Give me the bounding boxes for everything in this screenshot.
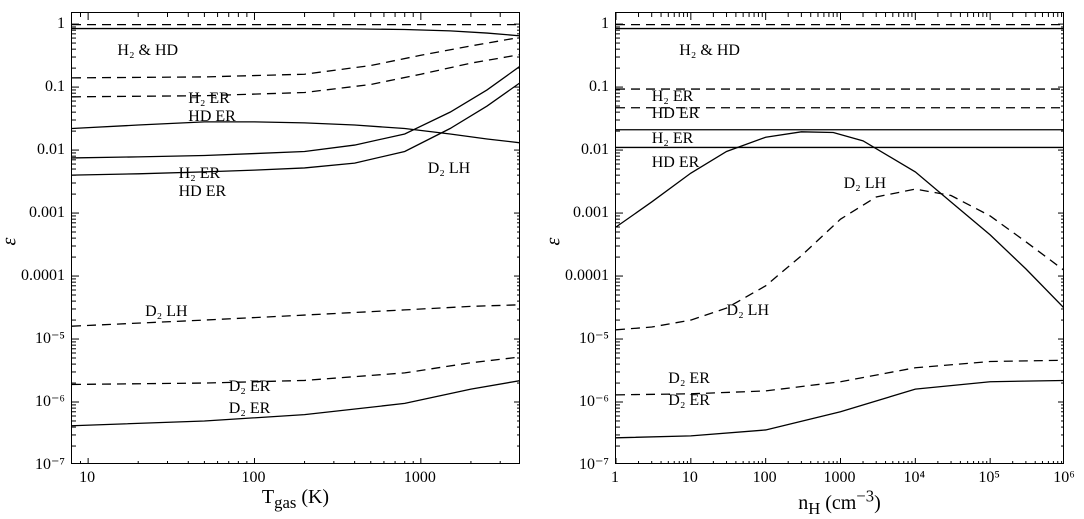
ytick-label: 10⁻⁶ bbox=[579, 393, 609, 410]
series-D2LH_dash_bell bbox=[616, 189, 1064, 330]
ytick-label: 0.001 bbox=[29, 204, 65, 221]
curve-label: HD ER bbox=[652, 154, 700, 171]
curve-label: H₂ ER bbox=[652, 130, 694, 147]
series-D2ER_solid bbox=[616, 380, 1064, 437]
ytick-label: 10⁻⁵ bbox=[579, 330, 609, 347]
left-xlabel: Tgas (K) bbox=[71, 486, 520, 513]
xtick-label: 1000 bbox=[824, 469, 856, 486]
curve-label: H₂ ER bbox=[179, 165, 221, 182]
left-ylabel: ε bbox=[0, 238, 21, 246]
curve-label: HD ER bbox=[188, 108, 236, 125]
xtick-label: 100 bbox=[241, 469, 265, 486]
xtick-label: 1 bbox=[611, 469, 619, 486]
curve-label: D₂ ER bbox=[668, 370, 710, 387]
ytick-label: 0.01 bbox=[581, 141, 609, 158]
curve-label: H₂ ER bbox=[188, 90, 230, 107]
ytick-label: 0.001 bbox=[573, 204, 609, 221]
right-xlabel-text: nH (cm−3) bbox=[798, 492, 881, 514]
ytick-label: 10⁻⁷ bbox=[579, 456, 609, 473]
xtick-label: 100 bbox=[753, 469, 777, 486]
curve-label: D₂ LH bbox=[145, 303, 188, 320]
right-plot-area: H₂ & HDH₂ ERHD ERH₂ ERHD ERD₂ LHD₂ LHD₂ … bbox=[615, 12, 1064, 464]
curve-label: H₂ & HD bbox=[679, 42, 740, 59]
series-H2HD_top_solid bbox=[72, 29, 520, 36]
ytick-label: 10⁻⁵ bbox=[35, 330, 65, 347]
curve-label: H₂ ER bbox=[652, 88, 694, 105]
curve-label: D₂ LH bbox=[844, 175, 887, 192]
xtick-label: 10 bbox=[79, 469, 95, 486]
ytick-label: 10⁻⁶ bbox=[35, 393, 65, 410]
curve-label: HD ER bbox=[179, 183, 227, 200]
xtick-label: 10⁵ bbox=[978, 469, 1000, 486]
series-D2ER_dash bbox=[72, 357, 520, 385]
xtick-label: 1000 bbox=[404, 469, 436, 486]
series-D2LH_dash bbox=[72, 305, 520, 326]
curve-label: D₂ ER bbox=[229, 400, 271, 417]
curve-label: HD ER bbox=[652, 105, 700, 122]
right-ylabel: ε bbox=[542, 238, 565, 246]
xtick-label: 10⁶ bbox=[1053, 469, 1075, 486]
xtick-label: 10⁴ bbox=[904, 469, 926, 486]
series-D2ER_solid bbox=[72, 380, 520, 425]
ytick-label: 0.0001 bbox=[21, 267, 65, 284]
ytick-label: 0.0001 bbox=[565, 267, 609, 284]
xtick-label: 10 bbox=[682, 469, 698, 486]
left-plot-area: H₂ & HDH₂ ERHD ERH₂ ERHD ERD₂ LHD₂ LHD₂ … bbox=[71, 12, 520, 464]
ytick-label: 0.1 bbox=[589, 78, 609, 95]
left-xlabel-text: Tgas (K) bbox=[262, 486, 329, 508]
series-solid_022 bbox=[72, 122, 520, 143]
series-HDER_dash bbox=[72, 54, 520, 96]
curve-label: D₂ ER bbox=[668, 392, 710, 409]
ytick-label: 0.01 bbox=[37, 141, 65, 158]
curve-label: H₂ & HD bbox=[117, 42, 178, 59]
ytick-label: 1 bbox=[601, 15, 609, 32]
ytick-label: 10⁻⁷ bbox=[35, 456, 65, 473]
series-H2ER_solid bbox=[72, 66, 520, 158]
ytick-label: 0.1 bbox=[45, 78, 65, 95]
curve-label: D₂ LH bbox=[727, 302, 770, 319]
curve-label: D₂ ER bbox=[229, 378, 271, 395]
left-svg: H₂ & HDH₂ ERHD ERH₂ ERHD ERD₂ LHD₂ LHD₂ … bbox=[72, 13, 520, 464]
curve-label: D₂ LH bbox=[428, 160, 471, 177]
ytick-label: 1 bbox=[57, 15, 65, 32]
right-svg: H₂ & HDH₂ ERHD ERH₂ ERHD ERD₂ LHD₂ LHD₂ … bbox=[616, 13, 1064, 464]
